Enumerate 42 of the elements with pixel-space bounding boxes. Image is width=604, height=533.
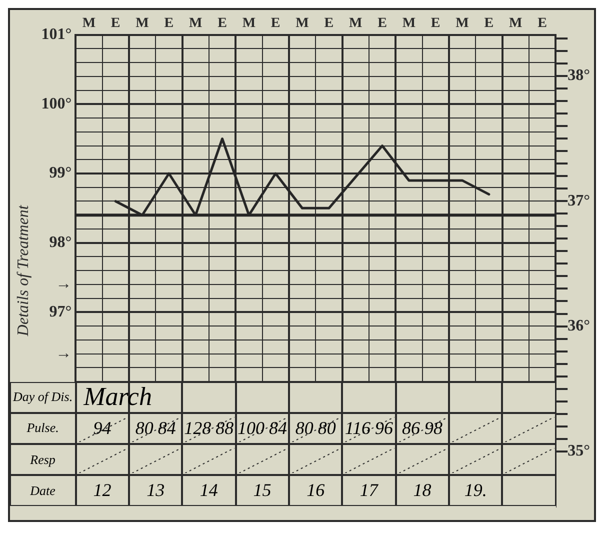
y2-tick-label: 38° <box>568 67 590 84</box>
x-tick-label: M <box>348 16 362 32</box>
annotation: 19. <box>448 475 502 506</box>
x-tick-label: M <box>456 16 469 32</box>
x-tick-label: M <box>402 16 416 32</box>
y-tick-label: 97° <box>49 303 72 320</box>
x-tick-label: E <box>270 16 280 32</box>
y-tick-label: 100° <box>41 95 72 112</box>
annotation: 13 <box>128 475 182 506</box>
text: Pulse. <box>10 412 76 444</box>
y-tick-label: 98° <box>49 234 72 251</box>
y-tick-label: 99° <box>49 164 72 182</box>
x-tick-label: E <box>110 16 120 32</box>
annotation: 16 <box>288 475 342 506</box>
y-tick-label: → <box>56 344 72 362</box>
x-tick-label: E <box>378 16 387 32</box>
x-tick-label: E <box>324 16 334 32</box>
x-tick-label: M <box>82 16 96 32</box>
y-tick-label: 101° <box>41 26 72 43</box>
text: Date <box>10 475 76 506</box>
text: Resp <box>10 444 76 476</box>
x-tick-label: E <box>164 16 174 32</box>
x-tick-label: M <box>296 16 309 32</box>
x-tick-label: M <box>508 16 522 32</box>
x-tick-label: E <box>430 16 440 32</box>
x-tick-label: M <box>136 16 149 32</box>
y-axis-title: Details of Treatment <box>14 204 32 338</box>
annotation: 18 <box>396 475 449 506</box>
y2-tick-label: 36° <box>568 317 590 334</box>
annotation: 17 <box>342 475 396 506</box>
x-tick-label: E <box>218 16 227 32</box>
x-tick-label: M <box>242 16 256 32</box>
text: Day of Dis. <box>10 382 76 413</box>
y2-tick-label: 37° <box>568 192 590 210</box>
annotation: 15 <box>236 475 289 506</box>
annotation: 12 <box>76 475 129 506</box>
x-tick-label: E <box>484 16 494 32</box>
x-tick-label: E <box>538 16 547 32</box>
annotation: 14 <box>182 475 236 506</box>
x-tick-label: M <box>188 16 202 32</box>
y2-tick-label: 35° <box>568 442 590 460</box>
y-tick-label: → <box>56 276 72 293</box>
